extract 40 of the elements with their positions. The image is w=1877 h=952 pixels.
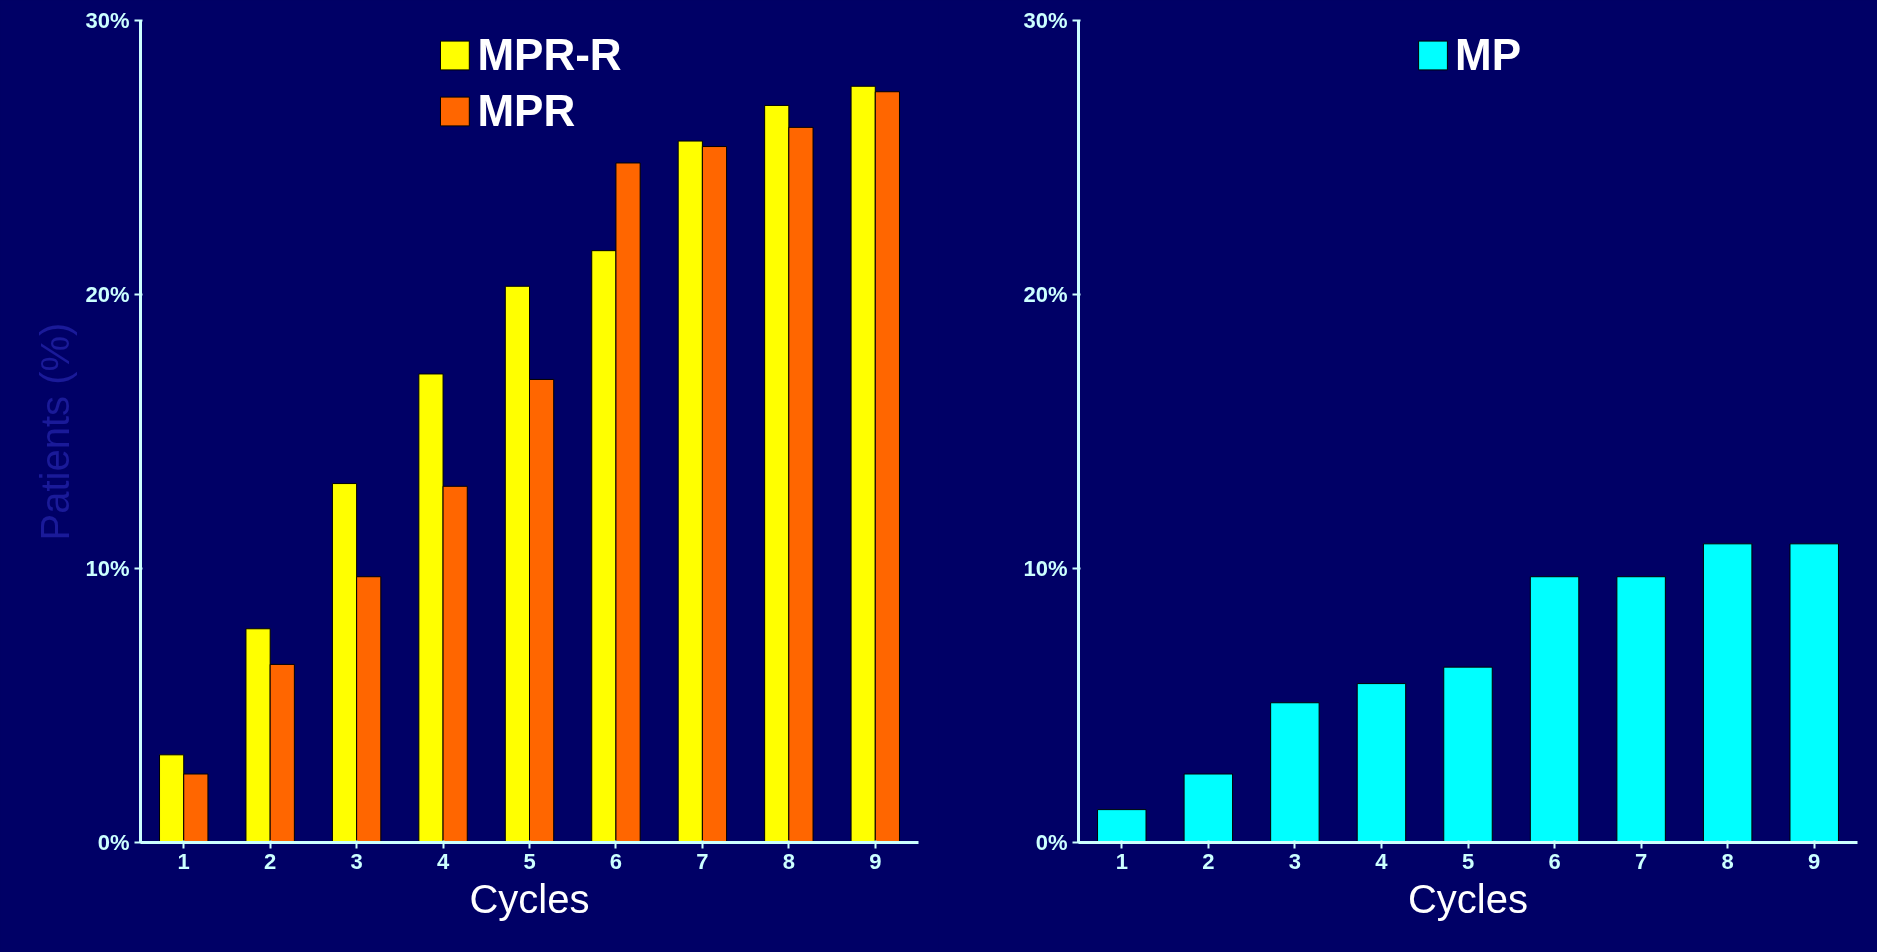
- y-tick-label: 10%: [85, 556, 130, 581]
- y-tick-label: 30%: [85, 8, 130, 33]
- bar: [1097, 809, 1147, 843]
- x-tick-label: 1: [1115, 848, 1128, 874]
- y-tick-label: 0%: [97, 830, 130, 855]
- x-tick-label: 3: [1288, 848, 1302, 874]
- x-axis-title: Cycles: [1407, 876, 1529, 921]
- legend-label: MP: [1455, 30, 1521, 80]
- x-tick-label: 4: [1375, 848, 1389, 874]
- legend-label: MPR: [477, 86, 576, 136]
- x-tick-label: 9: [1808, 848, 1821, 874]
- y-tick-label: 0%: [1035, 830, 1068, 855]
- y-tick-label: 20%: [1023, 282, 1068, 307]
- y-tick-label: 10%: [1023, 556, 1068, 581]
- x-tick-label: 1: [177, 848, 190, 874]
- x-axis-title: Cycles: [469, 876, 590, 921]
- bar: [1443, 666, 1493, 843]
- x-tick-label: 8: [782, 848, 795, 874]
- x-tick-label: 5: [1461, 848, 1475, 874]
- x-tick-label: 7: [1634, 848, 1648, 874]
- bar: [1270, 702, 1320, 843]
- x-tick-label: 5: [523, 848, 536, 874]
- x-tick-label: 6: [1548, 848, 1561, 874]
- y-tick-label: 30%: [1023, 8, 1068, 33]
- x-tick-label: 2: [264, 848, 277, 874]
- x-tick-label: 9: [869, 848, 882, 874]
- x-tick-label: 3: [350, 848, 363, 874]
- bar: [1702, 543, 1753, 843]
- x-tick-label: 6: [609, 848, 623, 874]
- legend-label: MPR-R: [477, 30, 622, 80]
- y-tick-label: 20%: [85, 282, 130, 307]
- x-tick-label: 7: [696, 848, 709, 874]
- bar: [1356, 683, 1407, 843]
- x-tick-label: 2: [1202, 848, 1215, 874]
- x-tick-label: 4: [436, 848, 450, 874]
- bar: [1616, 576, 1666, 843]
- x-tick-label: 8: [1721, 848, 1734, 874]
- bar: [1529, 576, 1580, 843]
- bar: [1183, 773, 1234, 843]
- bar: [1789, 543, 1839, 843]
